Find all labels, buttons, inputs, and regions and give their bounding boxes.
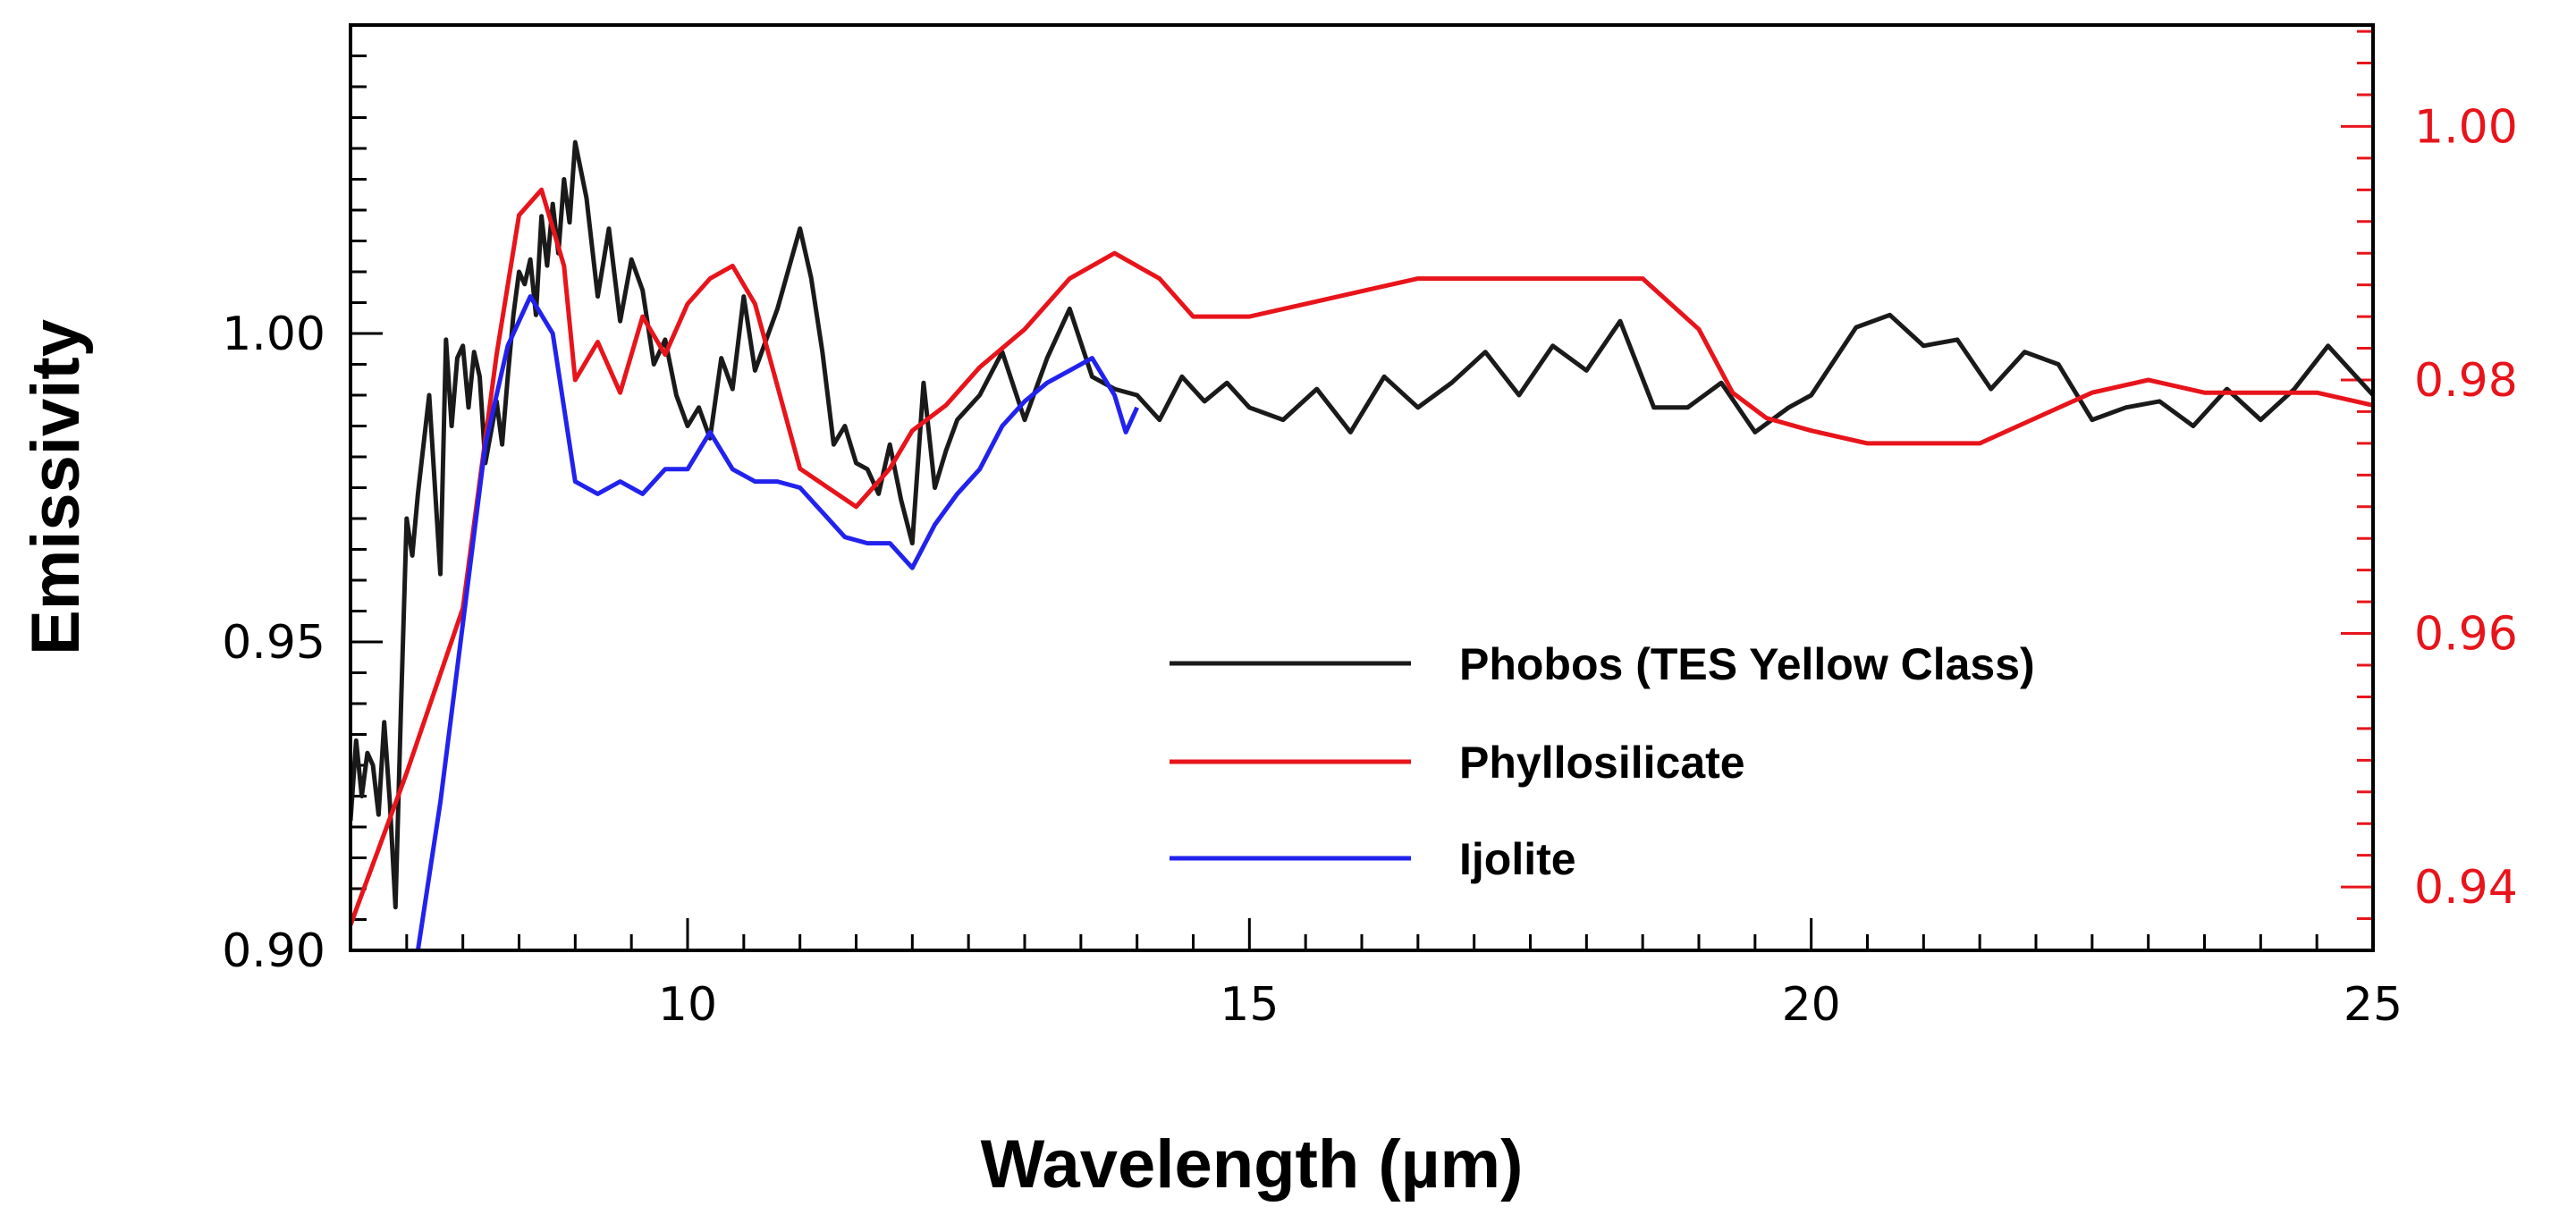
y-right-tick-label: 1.00: [2414, 100, 2518, 154]
series-layer: [351, 139, 2373, 950]
x-tick-label: 20: [1782, 978, 1841, 1032]
y-right-tick-label: 0.96: [2414, 608, 2518, 662]
series-line-phobos: [351, 139, 2373, 910]
series-line-ijolite: [415, 294, 1139, 950]
tick-layer: 10 15 20 25 0.90 0.95 1.00 0.94 0.96 0.98 1.00: [222, 100, 2518, 1032]
y-axis-title: Emissivity: [18, 319, 94, 655]
legend-label-phobos: Phobos (TES Yellow Class): [1459, 639, 2035, 689]
x-axis-title: Wavelength (µm): [981, 1126, 1524, 1202]
x-tick-label: 15: [1220, 978, 1279, 1032]
y-right-tick-label: 0.98: [2414, 354, 2518, 408]
legend-label-ijolite: Ijolite: [1459, 834, 1576, 884]
y-left-tick-label: 0.95: [222, 616, 325, 670]
legend-label-phyllosilicate: Phyllosilicate: [1459, 738, 1745, 788]
y-right-tick-label: 0.94: [2414, 861, 2518, 915]
x-tick-label: 25: [2344, 978, 2403, 1032]
plot-frame: [349, 23, 2375, 952]
y-left-tick-label: 1.00: [222, 308, 325, 361]
x-tick-label: 10: [658, 978, 717, 1032]
legend: Phobos (TES Yellow Class) Phyllosilicate…: [1170, 639, 2035, 884]
series-line-phyllosilicate: [351, 187, 2373, 926]
y-left-tick-label: 0.90: [222, 924, 325, 978]
